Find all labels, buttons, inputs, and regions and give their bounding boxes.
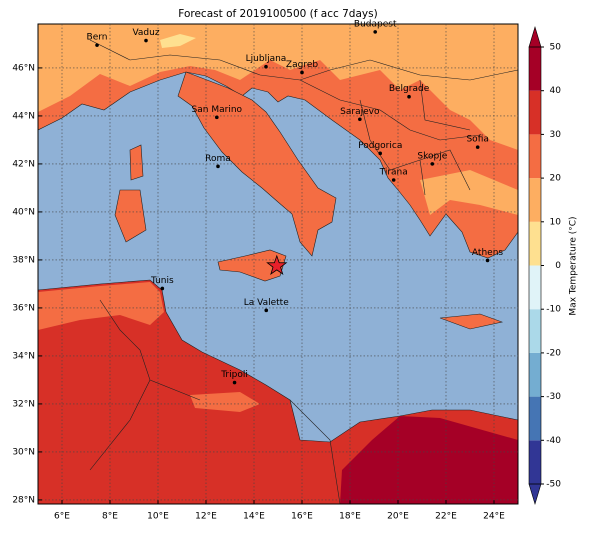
city-dot <box>264 308 269 313</box>
city-label: Tunis <box>150 276 174 286</box>
colorbar-segment <box>529 221 541 266</box>
city-label: Bern <box>87 33 108 43</box>
city-dot <box>264 64 268 69</box>
city-label: Sarajevo <box>340 107 380 117</box>
x-tick-label: 20°E <box>387 512 409 522</box>
city-dot <box>95 43 99 47</box>
city-label: Tirana <box>379 168 408 178</box>
x-tick-label: 24°E <box>483 512 505 522</box>
x-tick-label: 16°E <box>291 512 313 522</box>
colorbar-segment <box>529 352 541 397</box>
balkan-band <box>420 170 518 215</box>
y-tick-label: 28°N <box>12 495 35 505</box>
colorbar-tick-label: -30 <box>546 392 561 402</box>
colorbar-segment <box>529 90 541 135</box>
y-tick-label: 30°N <box>12 447 35 457</box>
colorbar-tick-label: 10 <box>550 217 562 227</box>
x-tick-label: 6°E <box>54 512 70 522</box>
colorbar-extend-top <box>528 25 542 48</box>
colorbar-extend-bottom <box>528 483 542 506</box>
colorbar-segment <box>529 440 541 484</box>
colorbar-tick-label: -20 <box>546 348 561 358</box>
y-tick-label: 38°N <box>12 255 35 265</box>
colorbar-tick-label: -10 <box>546 305 561 315</box>
egypt <box>340 416 518 504</box>
x-tick-label: 8°E <box>102 512 118 522</box>
colorbar-tick-label: -40 <box>546 436 561 446</box>
colorbar-segment <box>529 178 541 222</box>
coast-band <box>38 282 164 330</box>
colorbar-tick-label: 30 <box>550 130 562 140</box>
libya-band <box>190 392 260 412</box>
city-label: Athens <box>472 248 503 258</box>
y-tick-label: 32°N <box>12 399 35 409</box>
map-frame <box>37 23 519 505</box>
city-label: Vaduz <box>132 28 159 38</box>
city-label: Belgrade <box>389 84 430 94</box>
y-tick-label: 44°N <box>12 111 35 121</box>
city-dot <box>160 286 165 291</box>
y-tick-label: 46°N <box>12 63 35 73</box>
colorbar-tick-label: 0 <box>555 261 561 271</box>
title: Forecast of 2019100500 (f acc 7days) <box>178 8 377 20</box>
city-label: San Marino <box>192 105 243 115</box>
colorbar-segment <box>529 309 541 353</box>
city-dot <box>358 117 362 122</box>
x-tick-label: 18°E <box>339 512 361 522</box>
city-dot <box>216 164 220 169</box>
sardinia <box>114 189 147 243</box>
y-tick-label: 34°N <box>12 351 35 361</box>
city-dot <box>407 94 411 99</box>
city-dot <box>215 115 219 120</box>
city-label: Budapest <box>354 19 397 29</box>
colorbar-segment <box>529 265 541 310</box>
alps <box>160 34 196 48</box>
colorbar-tick-label: 20 <box>550 174 562 184</box>
city-label: Podgorica <box>358 141 402 151</box>
city-label: Ljubljana <box>246 54 287 64</box>
city-dot <box>300 70 304 75</box>
y-tick-label: 40°N <box>12 207 35 217</box>
colorbar-tick-label: 40 <box>550 86 562 96</box>
city-dot <box>475 145 480 149</box>
sicily <box>217 249 287 282</box>
colorbar-label: Max Temperature (°C) <box>569 216 579 315</box>
city-label: Roma <box>205 154 231 164</box>
city-label: La Valette <box>244 298 289 308</box>
city-dot <box>485 258 490 263</box>
city-dot <box>430 162 435 166</box>
colorbar-tick-label: -50 <box>546 480 561 490</box>
city-dot <box>373 30 378 34</box>
city-dot <box>144 38 148 43</box>
x-tick-label: 22°E <box>435 512 457 522</box>
x-tick-label: 10°E <box>147 512 169 522</box>
city-label: Skopje <box>417 151 447 161</box>
x-tick-label: 14°E <box>243 512 265 522</box>
event-star <box>266 254 288 275</box>
colorbar-segment <box>529 396 541 441</box>
crete <box>439 313 504 330</box>
colorbar-tick-label: 50 <box>550 43 562 53</box>
y-tick-label: 42°N <box>12 159 35 169</box>
borders <box>89 39 519 505</box>
city-label: Tripoli <box>220 370 248 380</box>
colorbar-segment <box>529 47 541 91</box>
city-label: Zagreb <box>286 60 318 70</box>
y-tick-label: 36°N <box>12 303 35 313</box>
city-dot <box>391 178 396 182</box>
city-dot <box>378 151 383 156</box>
colorbar-segment <box>529 134 541 179</box>
x-tick-label: 12°E <box>195 512 217 522</box>
city-dot <box>232 380 237 385</box>
city-label: Sofia <box>466 135 488 145</box>
corsica <box>129 144 144 181</box>
